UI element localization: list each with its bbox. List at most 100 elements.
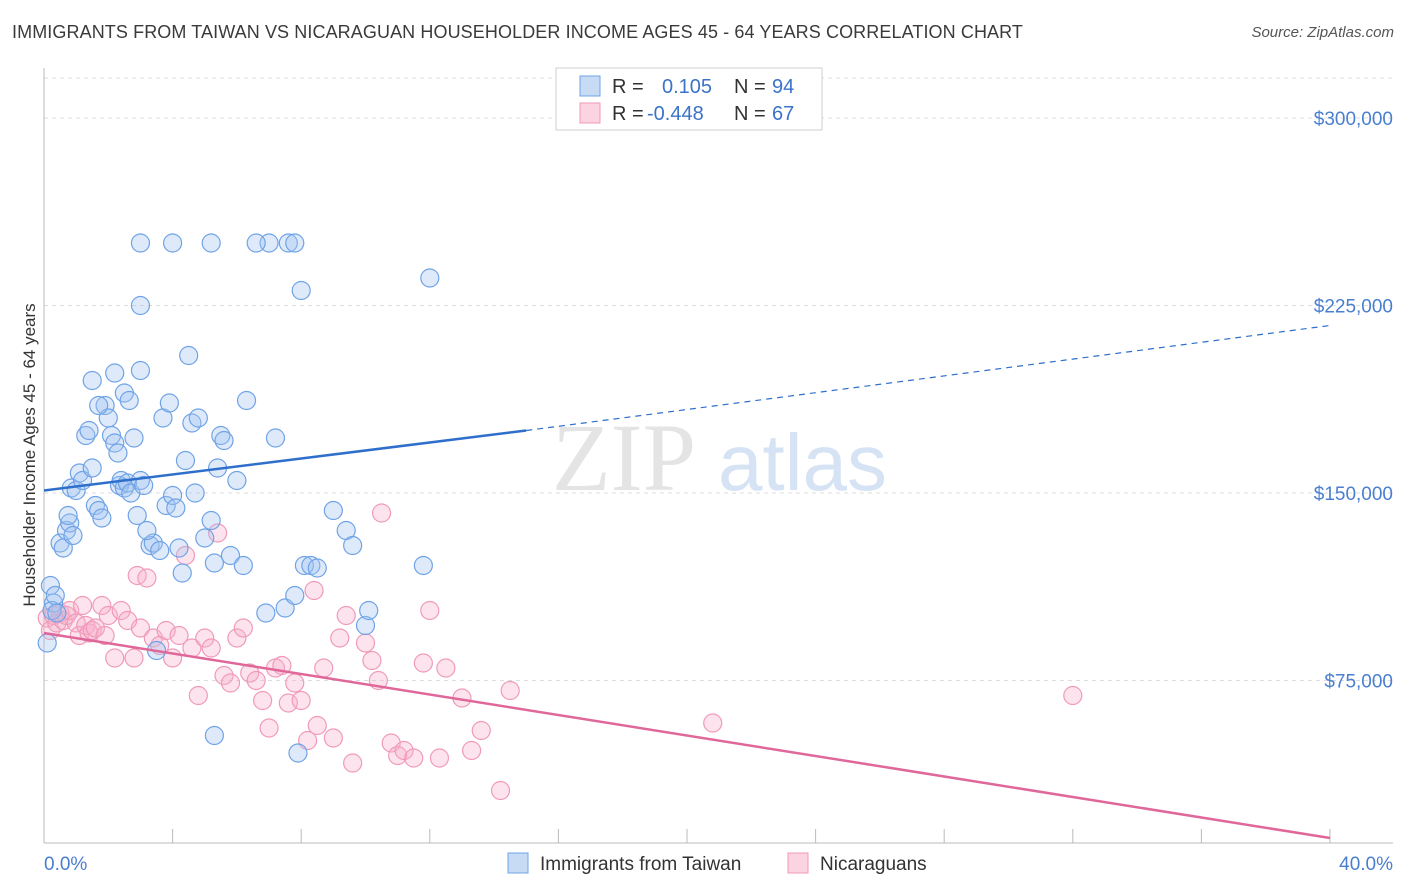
point-nicaraguans-34: [201, 638, 221, 658]
point-taiwan-62: [204, 553, 224, 573]
point-taiwan-22: [95, 395, 115, 416]
x-tick-label-0: 0.0%: [44, 854, 87, 875]
y-tick-label-3: $300,000: [1314, 109, 1393, 130]
point-taiwan-0: [37, 633, 57, 653]
point-taiwan-90: [355, 615, 376, 636]
point-nicaraguans-73: [500, 680, 520, 701]
point-nicaraguans-40: [240, 663, 260, 683]
legend-n-value-1: 94: [772, 76, 794, 98]
legend-swatch-nicaraguans: [579, 102, 601, 124]
point-nicaraguans-55: [336, 605, 356, 626]
point-nicaraguans-57: [355, 633, 376, 653]
point-taiwan-82: [278, 233, 298, 253]
point-nicaraguans-37: [220, 673, 241, 693]
source-label: Source: ZipAtlas.com: [1251, 24, 1394, 41]
point-taiwan-70: [130, 233, 151, 253]
point-taiwan-48: [130, 295, 151, 316]
y-tick-label-2: $225,000: [1314, 297, 1393, 318]
point-nicaraguans-29: [169, 625, 189, 646]
point-nicaraguans-12: [79, 623, 99, 643]
legend-r-value-2: -0.448: [647, 103, 704, 125]
point-taiwan-77: [285, 585, 305, 606]
point-taiwan-45: [137, 520, 157, 541]
legend-box: R = 0.105 N = 94 R = -0.448 N = 67: [555, 67, 823, 131]
point-taiwan-53: [169, 538, 189, 558]
point-taiwan-61: [201, 510, 221, 531]
point-nicaraguans-17: [98, 605, 118, 626]
point-taiwan-84: [246, 233, 266, 253]
point-nicaraguans-16: [95, 625, 115, 646]
point-taiwan-80: [307, 558, 327, 578]
y-axis-title: Householder Income Ages 45 - 64 years: [20, 303, 39, 606]
point-nicaraguans-42: [253, 690, 273, 711]
watermark-atlas: atlas: [718, 418, 887, 507]
legend-swatch-taiwan: [579, 75, 601, 97]
point-nicaraguans-32: [188, 685, 208, 706]
trendline-nicaraguans: [43, 631, 1331, 840]
point-taiwan-58: [185, 483, 205, 503]
point-taiwan-5: [45, 585, 65, 606]
point-nicaraguans-75: [1063, 685, 1083, 706]
point-nicaraguans-21: [124, 648, 144, 668]
point-taiwan-26: [108, 443, 128, 463]
point-taiwan-17: [79, 420, 99, 441]
point-nicaraguans-35: [208, 523, 228, 543]
point-nicaraguans-24: [137, 568, 157, 588]
point-taiwan-33: [127, 505, 147, 526]
point-nicaraguans-36: [214, 665, 234, 686]
legend-r-label-1: R =: [612, 76, 644, 98]
point-nicaraguans-15: [92, 595, 112, 616]
point-taiwan-93: [420, 268, 440, 288]
point-taiwan-56: [179, 345, 199, 366]
point-nicaraguans-43: [259, 718, 279, 738]
point-nicaraguans-51: [307, 715, 327, 736]
point-nicaraguans-67: [429, 748, 450, 768]
point-nicaraguans-41: [246, 670, 266, 691]
point-nicaraguans-23: [130, 618, 151, 638]
bottom-legend-swatch-nicaraguans: [787, 852, 809, 874]
trendline-taiwan: [43, 429, 527, 492]
watermark-zip: ZIP: [552, 404, 696, 511]
bottom-legend-label-taiwan: Immigrants from Taiwan: [540, 854, 741, 875]
point-nicaraguans-18: [105, 648, 125, 668]
gridlines: [44, 77, 1393, 681]
point-nicaraguans-64: [404, 748, 424, 768]
point-nicaraguans-48: [291, 690, 311, 711]
point-nicaraguans-56: [343, 753, 363, 773]
x-tick-labels: 0.0% 40.0%: [44, 854, 1393, 875]
point-taiwan-91: [359, 600, 379, 621]
point-taiwan-67: [227, 470, 247, 491]
point-taiwan-60: [195, 528, 215, 548]
point-taiwan-42: [140, 535, 160, 556]
point-taiwan-68: [204, 725, 224, 746]
bottom-legend-label-nicaraguans: Nicaraguans: [820, 854, 927, 875]
point-taiwan-40: [119, 390, 139, 411]
point-taiwan-21: [92, 508, 112, 528]
point-taiwan-50: [159, 393, 179, 413]
point-taiwan-57: [182, 413, 202, 433]
point-nicaraguans-74: [703, 713, 723, 733]
point-nicaraguans-47: [285, 673, 305, 693]
point-nicaraguans-63: [371, 503, 392, 523]
point-nicaraguans-65: [413, 653, 433, 673]
point-taiwan-54: [172, 563, 192, 583]
point-taiwan-51: [163, 485, 183, 506]
watermark: ZIP atlas: [552, 404, 887, 511]
point-nicaraguans-66: [420, 600, 440, 621]
y-tick-label-1: $150,000: [1314, 484, 1393, 505]
point-taiwan-43: [143, 533, 163, 553]
point-nicaraguans-54: [330, 628, 350, 648]
point-taiwan-37: [89, 395, 109, 416]
series-nicaraguans: [37, 503, 1083, 801]
point-nicaraguans-27: [156, 620, 176, 641]
point-taiwan-92: [413, 555, 433, 576]
legend-r-value-1: 0.105: [662, 76, 712, 98]
point-taiwan-36: [82, 370, 102, 391]
point-nicaraguans-71: [471, 720, 491, 741]
point-taiwan-52: [166, 498, 186, 518]
point-nicaraguans-33: [195, 628, 215, 648]
y-tick-labels: $75,000 $150,000 $225,000 $300,000: [1314, 109, 1393, 693]
point-taiwan-69: [163, 233, 183, 253]
point-nicaraguans-10: [72, 595, 93, 616]
